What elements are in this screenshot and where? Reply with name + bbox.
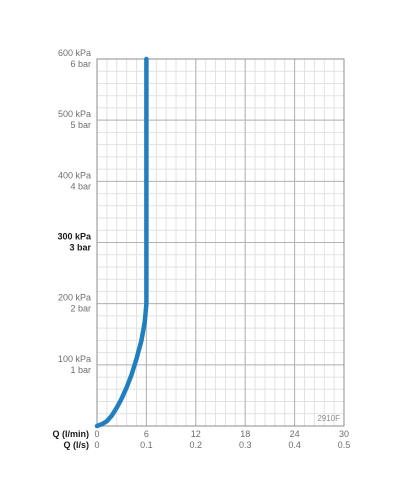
x-tick-label-lpm: 0	[94, 429, 99, 439]
x-tick-label-lpm: 24	[290, 429, 300, 439]
x-tick-label-lpm: 6	[144, 429, 149, 439]
x-tick-label-lps: 0.2	[190, 440, 203, 450]
x-tick-label-lpm: 18	[240, 429, 250, 439]
y-tick-label-kpa: 300 kPa	[57, 232, 92, 242]
y-tick-label-kpa: 600 kPa	[58, 48, 91, 58]
x-tick-label-lps: 0.3	[239, 440, 252, 450]
x-tick-label-lpm: 12	[191, 429, 201, 439]
flow-curve	[94, 56, 149, 429]
x-axis-labels: 0 6 12 18 24 30 0 0.1 0.2 0.3 0.4 0.5	[94, 429, 350, 450]
plot-frame	[96, 58, 345, 427]
y-tick-label-bar: 4 bar	[70, 181, 91, 191]
x-tick-label-lps: 0.4	[288, 440, 301, 450]
y-tick-label-kpa: 100 kPa	[58, 354, 91, 364]
x-tick-label-lps: 0.5	[338, 440, 351, 450]
y-tick-label-bar: 6 bar	[70, 59, 91, 69]
y-tick-label-kpa: 400 kPa	[58, 170, 91, 180]
x-tick-label-lps: 0	[94, 440, 99, 450]
x-axis-title-lpm: Q (l/min)	[53, 429, 90, 439]
y-tick-label-bar: 1 bar	[70, 365, 91, 375]
y-tick-label-bar: 2 bar	[70, 304, 91, 314]
x-tick-label-lps: 0.1	[140, 440, 153, 450]
y-tick-label-kpa: 500 kPa	[58, 109, 91, 119]
x-axis-title-lps: Q (l/s)	[63, 440, 89, 450]
model-label: 2910F	[317, 414, 340, 423]
y-tick-label-bar: 5 bar	[70, 120, 91, 130]
y-tick-label-bar: 3 bar	[69, 243, 91, 253]
y-tick-label-kpa: 200 kPa	[58, 293, 91, 303]
x-tick-label-lpm: 30	[339, 429, 349, 439]
